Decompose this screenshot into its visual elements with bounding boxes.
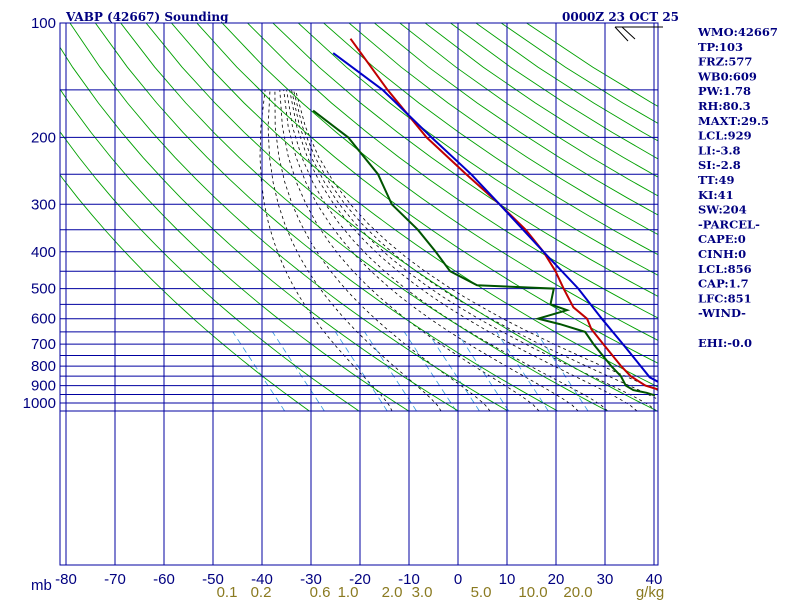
temperature-tick-label: 30 xyxy=(597,571,614,588)
pressure-tick-label: 900 xyxy=(31,378,56,395)
temperature-profile-line xyxy=(349,38,658,391)
pressure-tick-label: 500 xyxy=(31,281,56,298)
dry-adiabat-line xyxy=(170,23,658,388)
mixing-ratio-label: 0.2 xyxy=(251,584,272,600)
dry-adiabat-line xyxy=(69,23,509,412)
sounding-index-text: LFC:851 xyxy=(698,291,752,305)
pressure-tick-label: 1000 xyxy=(23,395,56,412)
sounding-index-text: PW:1.78 xyxy=(698,84,751,98)
station-title: VABP (42667) Sounding xyxy=(65,10,229,24)
dry-adiabat-line xyxy=(60,174,310,412)
mixing-ratio-label: 10.0 xyxy=(518,584,547,600)
mixing-ratio-label: 20.0 xyxy=(563,584,592,600)
sounding-index-text: TT:49 xyxy=(698,173,735,187)
sounding-index-text: KI:41 xyxy=(698,188,734,202)
dry-adiabat-line xyxy=(60,88,410,412)
temperature-tick-label: -20 xyxy=(349,571,371,588)
pressure-unit-label: mb xyxy=(31,577,52,594)
temperature-tick-label: -80 xyxy=(55,571,77,588)
mixing-ratio-label: 0.6 xyxy=(310,584,331,600)
pressure-tick-label: 700 xyxy=(31,336,56,353)
mixing-ratio-label: 3.0 xyxy=(412,584,433,600)
sounding-index-text: LCL:929 xyxy=(698,129,752,143)
sounding-index-text: LCL:856 xyxy=(698,262,752,276)
wind-barb-flag xyxy=(614,26,629,42)
parcel-profile-line xyxy=(332,52,658,383)
sounding-index-text: -WIND- xyxy=(698,306,746,320)
plot-background xyxy=(60,23,658,565)
sounding-index-text: TP:103 xyxy=(698,40,743,54)
sounding-index-text: -PARCEL- xyxy=(698,217,760,231)
temperature-tick-label: -70 xyxy=(104,571,126,588)
dry-adiabat-line xyxy=(221,23,658,341)
sounding-index-text: CINH:0 xyxy=(698,247,746,261)
dry-adiabat-line xyxy=(272,23,658,297)
dry-adiabat-line xyxy=(373,23,658,216)
mixing-ratio-label: 2.0 xyxy=(382,584,403,600)
pressure-tick-label: 100 xyxy=(31,15,56,32)
temperature-tick-label: 0 xyxy=(454,571,462,588)
dry-adiabat-line xyxy=(399,23,658,197)
dry-adiabat-line xyxy=(322,23,658,256)
dry-adiabat-line xyxy=(94,23,559,412)
sounding-index-text: CAP:1.7 xyxy=(698,277,749,291)
isobar-isotherm-grid xyxy=(60,23,658,565)
mixing-ratio-label: g/kg xyxy=(636,584,664,600)
temperature-tick-label: -60 xyxy=(153,571,175,588)
sounding-indices-panel: WMO:42667TP:103FRZ:577WB0:609PW:1.78RH:8… xyxy=(697,25,778,350)
pressure-tick-label: 200 xyxy=(31,129,56,146)
dry-adiabat-line xyxy=(60,131,360,412)
sounding-datetime: 0000Z 23 OCT 25 xyxy=(562,10,679,24)
mixing-ratio-label: 0.1 xyxy=(217,584,238,600)
temperature-tick-label: -30 xyxy=(300,571,322,588)
sounding-index-text: EHI:-0.0 xyxy=(698,336,752,350)
sounding-index-text: WMO:42667 xyxy=(697,25,778,39)
sounding-profiles xyxy=(312,38,658,397)
wind-barb xyxy=(614,26,663,42)
sounding-index-text: CAPE:0 xyxy=(698,232,746,246)
pressure-tick-label: 300 xyxy=(31,196,56,213)
dry-adiabat-line xyxy=(246,23,658,319)
temperature-tick-label: -50 xyxy=(202,571,224,588)
temperature-axis-labels: -80 -70 -60 -50 -40 -30 -20 -10 0 10 20 30 40 xyxy=(55,571,662,588)
sounding-index-text: FRZ:577 xyxy=(698,55,752,69)
wind-barb-flag xyxy=(621,26,636,40)
sounding-index-text: RH:80.3 xyxy=(698,99,751,113)
mixing-ratio-label: 1.0 xyxy=(338,584,359,600)
sounding-index-text: MAXT:29.5 xyxy=(698,114,769,128)
temperature-tick-label: -40 xyxy=(251,571,273,588)
mixing-ratio-axis-labels: 0.1 0.2 0.6 1.0 2.0 3.0 5.0 10.0 20.0 g/kg xyxy=(217,584,665,600)
sounding-index-text: WB0:609 xyxy=(697,69,757,83)
temperature-tick-label: -10 xyxy=(398,571,420,588)
sounding-index-text: LI:-3.8 xyxy=(698,143,741,157)
pressure-tick-label: 400 xyxy=(31,244,56,261)
pressure-tick-label: 600 xyxy=(31,311,56,328)
mixing-ratio-label: 5.0 xyxy=(471,584,492,600)
dry-adiabat-line xyxy=(348,23,658,236)
sounding-index-text: SW:204 xyxy=(698,203,747,217)
plot-border xyxy=(59,22,659,566)
temperature-tick-label: 20 xyxy=(548,571,565,588)
sounding-index-text: SI:-2.8 xyxy=(698,158,741,172)
temperature-tick-label: 10 xyxy=(499,571,516,588)
pressure-tick-label: 800 xyxy=(31,358,56,375)
dewpoint-profile-line xyxy=(312,109,656,397)
temperature-tick-label: 40 xyxy=(646,571,663,588)
dry-adiabat-line xyxy=(297,23,658,276)
